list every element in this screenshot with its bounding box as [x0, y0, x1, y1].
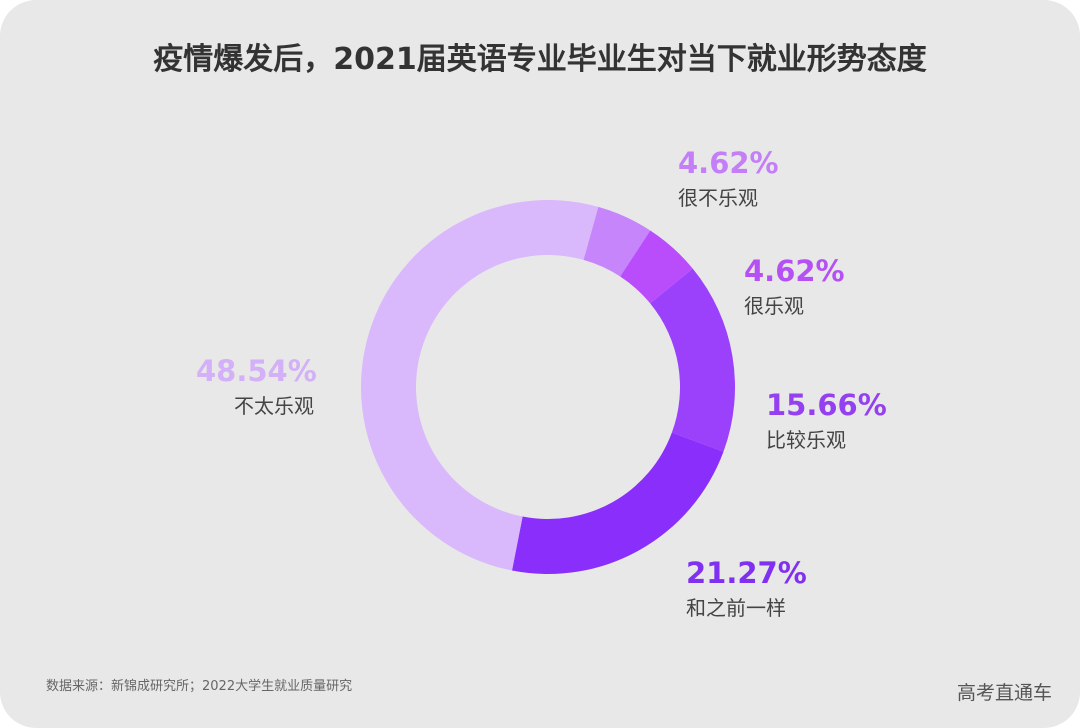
- donut-slice-3: [512, 432, 724, 574]
- slice-value: 21.27%: [686, 556, 807, 590]
- donut-slice-1: [620, 230, 693, 304]
- slice-value: 4.62%: [744, 254, 845, 288]
- slice-label: 不太乐观: [234, 394, 314, 418]
- slice-label: 和之前一样: [686, 596, 786, 620]
- donut-slice-4: [360, 199, 599, 571]
- label-slice-2: 15.66% 比较乐观: [766, 388, 887, 454]
- slice-label: 很乐观: [744, 294, 804, 318]
- slice-label: 比较乐观: [766, 428, 846, 452]
- label-slice-4: 48.54% 不太乐观: [196, 354, 317, 420]
- brand-watermark: 高考直通车: [956, 682, 1052, 704]
- label-slice-3: 21.27% 和之前一样: [686, 556, 807, 622]
- label-slice-0: 4.62% 很不乐观: [678, 146, 779, 212]
- slice-value: 15.66%: [766, 388, 887, 422]
- slice-value: 4.62%: [678, 146, 779, 180]
- chart-title: 疫情爆发后，2021届英语专业毕业生对当下就业形势态度: [153, 42, 927, 77]
- data-source: 数据来源：新锦成研究所；2022大学生就业质量研究: [46, 679, 353, 694]
- donut-slice-2: [650, 268, 736, 452]
- label-slice-1: 4.62% 很乐观: [744, 254, 845, 320]
- slice-label: 很不乐观: [678, 186, 758, 210]
- slice-value: 48.54%: [196, 354, 317, 388]
- donut-slice-0: [583, 206, 651, 277]
